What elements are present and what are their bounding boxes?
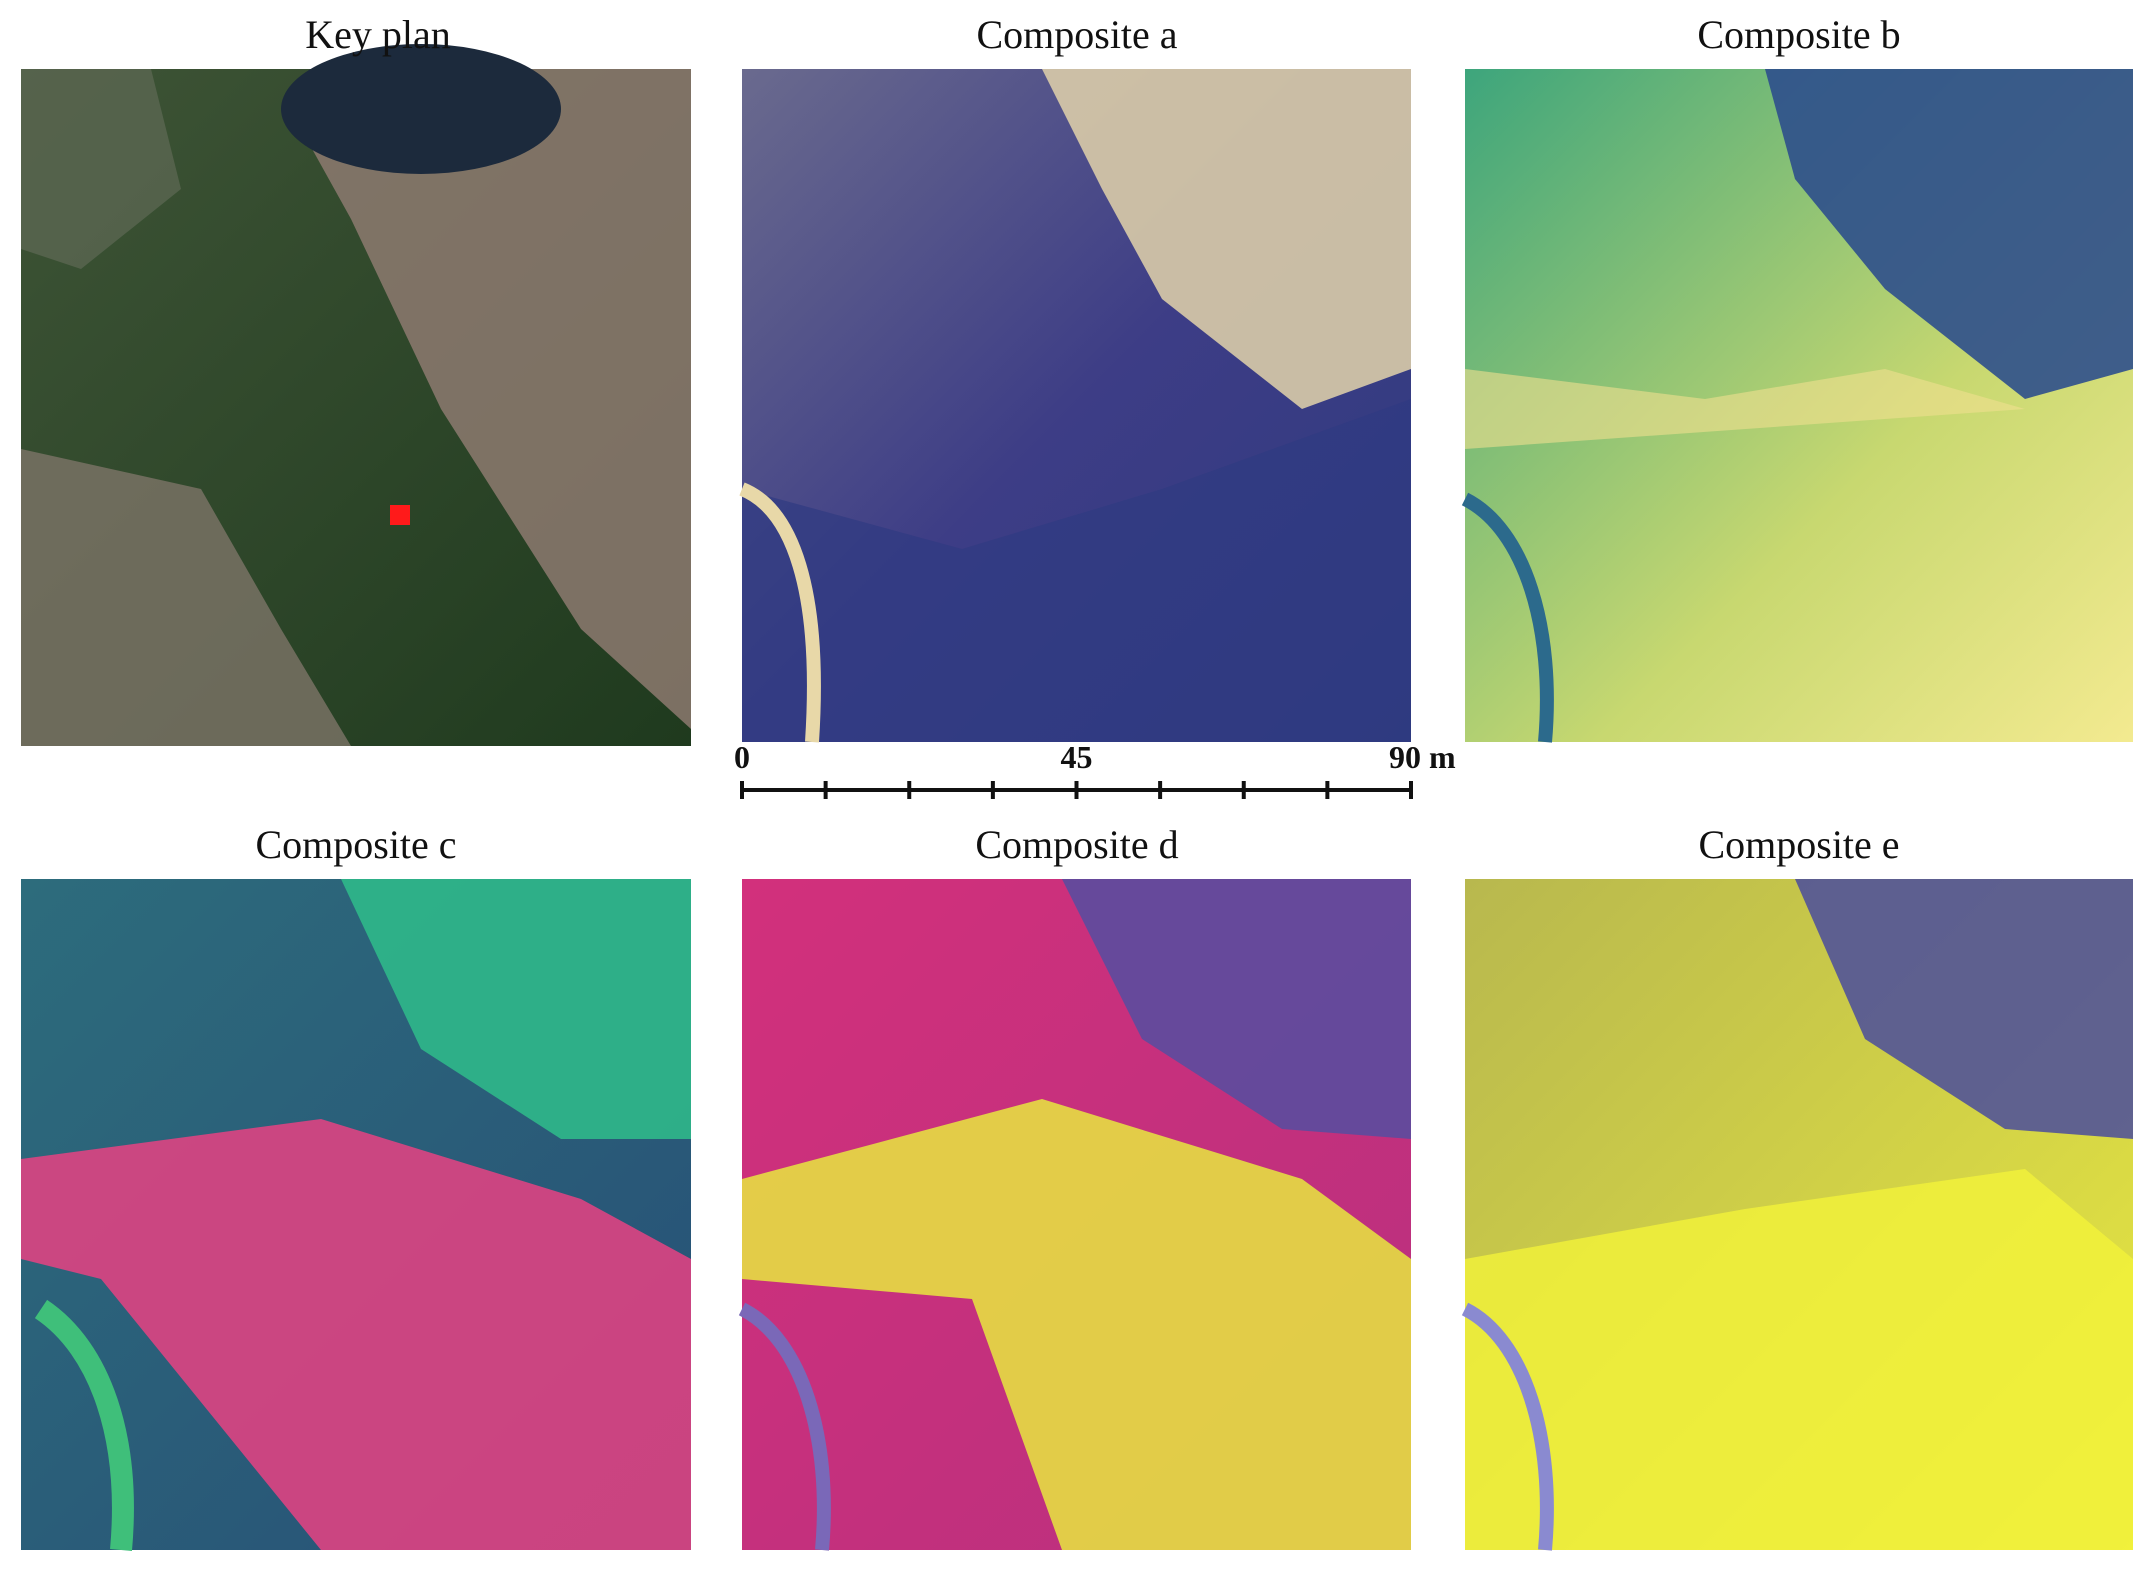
panel-title: Composite b (1697, 12, 1900, 57)
scale-bar: 0 45 90 m (734, 739, 1456, 799)
composite-a-image (739, 69, 1411, 743)
scale-label: 90 m (1389, 739, 1456, 775)
composite-d-image (738, 879, 1411, 1551)
composite-b-image (1461, 69, 2133, 743)
panel-title: Composite c (255, 822, 456, 867)
composite-e-image (1461, 879, 2133, 1551)
panel-title: Composite d (975, 822, 1178, 867)
key-plan-image (21, 44, 691, 746)
panel-title: Composite e (1698, 822, 1899, 867)
panel-title: Composite a (976, 12, 1177, 57)
scale-label: 45 (1061, 739, 1093, 775)
panel-title: Key plan (305, 12, 451, 57)
composite-c-image (21, 879, 691, 1551)
scale-label: 0 (734, 739, 750, 775)
